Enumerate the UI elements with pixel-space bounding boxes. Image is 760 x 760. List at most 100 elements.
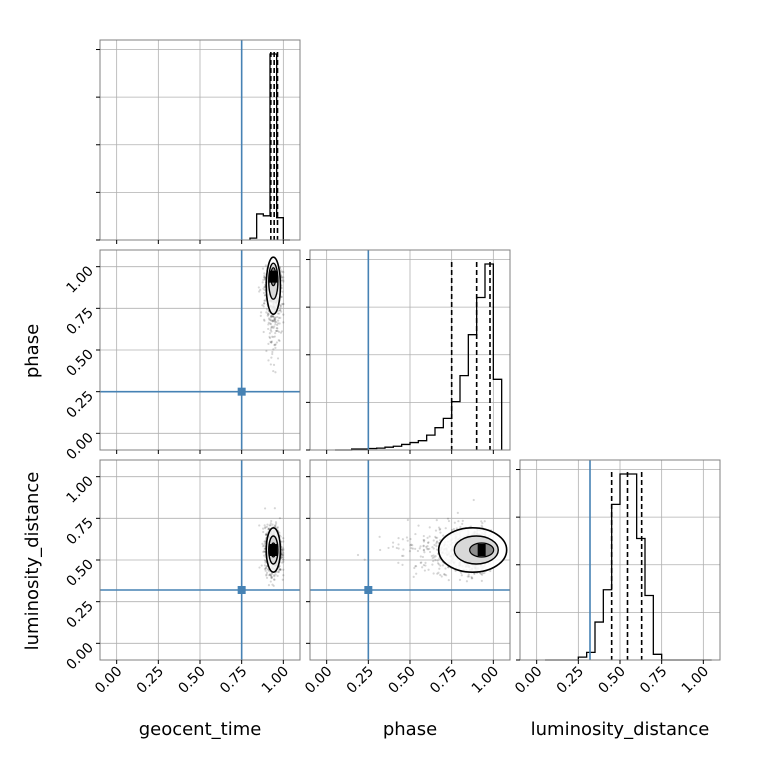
sample-point bbox=[411, 544, 414, 547]
sample-point bbox=[262, 527, 265, 530]
sample-point bbox=[282, 280, 285, 283]
sample-point bbox=[280, 276, 283, 280]
sample-point bbox=[272, 363, 276, 367]
sample-point bbox=[264, 526, 267, 529]
sample-point bbox=[261, 542, 264, 545]
sample-point bbox=[282, 313, 285, 316]
sample-point bbox=[280, 295, 283, 298]
sample-point bbox=[427, 568, 430, 571]
sample-point bbox=[271, 320, 274, 323]
sample-point bbox=[264, 533, 268, 536]
sample-point bbox=[264, 264, 267, 267]
sample-point bbox=[262, 291, 266, 295]
sample-point bbox=[263, 278, 267, 281]
sample-point bbox=[422, 534, 425, 538]
sample-point bbox=[440, 575, 443, 578]
sample-point bbox=[270, 326, 273, 330]
sample-point bbox=[281, 561, 284, 564]
sample-point bbox=[281, 548, 284, 551]
sample-point bbox=[273, 318, 276, 321]
sample-point bbox=[431, 563, 434, 566]
sample-point bbox=[471, 577, 474, 580]
truth-marker bbox=[364, 586, 373, 594]
sample-point bbox=[447, 579, 450, 582]
sample-point bbox=[433, 543, 436, 547]
sample-point bbox=[480, 573, 484, 576]
sample-point bbox=[422, 545, 425, 548]
sample-point bbox=[422, 548, 426, 551]
sample-point bbox=[282, 547, 285, 551]
sample-point bbox=[264, 527, 267, 530]
sample-point bbox=[263, 542, 267, 545]
sample-point bbox=[281, 578, 284, 581]
sample-point bbox=[426, 536, 429, 539]
density-peak bbox=[269, 270, 278, 283]
sample-point bbox=[455, 527, 458, 530]
sample-point bbox=[266, 312, 269, 315]
sample-point bbox=[273, 343, 276, 346]
sample-point bbox=[428, 550, 432, 554]
sample-point bbox=[431, 546, 434, 549]
sample-point bbox=[276, 526, 279, 530]
sample-point bbox=[272, 315, 275, 319]
sample-point bbox=[274, 522, 278, 525]
sample-point bbox=[276, 322, 280, 325]
sample-point bbox=[483, 520, 486, 523]
sample-point bbox=[416, 549, 420, 553]
sample-point bbox=[447, 519, 451, 523]
sample-point bbox=[281, 553, 284, 557]
sample-point bbox=[272, 319, 276, 323]
y-tick-label: 0.00 bbox=[63, 640, 96, 673]
sample-point bbox=[262, 530, 265, 534]
sample-point bbox=[397, 543, 400, 546]
truth-marker bbox=[237, 586, 246, 594]
sample-point bbox=[263, 299, 266, 302]
sample-point bbox=[272, 326, 275, 330]
sample-point bbox=[273, 325, 276, 328]
sample-point bbox=[267, 527, 271, 530]
sample-point bbox=[406, 539, 409, 542]
sample-point bbox=[263, 294, 267, 297]
sample-point bbox=[481, 522, 484, 525]
sample-point bbox=[363, 558, 366, 561]
sample-point bbox=[438, 528, 441, 531]
sample-point bbox=[263, 286, 266, 289]
sample-point bbox=[274, 316, 277, 319]
sample-point bbox=[466, 575, 469, 578]
sample-point bbox=[272, 574, 276, 577]
sample-point bbox=[262, 276, 266, 279]
sample-point bbox=[270, 575, 273, 578]
sample-point bbox=[273, 507, 276, 510]
sample-point bbox=[263, 507, 267, 510]
sample-point bbox=[270, 315, 273, 318]
sample-point bbox=[273, 316, 277, 320]
sample-point bbox=[277, 316, 280, 319]
sample-point bbox=[279, 304, 282, 307]
sample-point bbox=[271, 325, 274, 328]
x-tick-label: 0.50 bbox=[385, 664, 418, 697]
sample-point bbox=[409, 537, 412, 541]
sample-point bbox=[273, 344, 276, 347]
sample-point bbox=[270, 575, 274, 579]
sample-point bbox=[279, 568, 282, 571]
sample-point bbox=[263, 540, 266, 543]
sample-point bbox=[281, 270, 284, 273]
sample-point bbox=[405, 536, 409, 539]
sample-point bbox=[282, 553, 285, 557]
sample-point bbox=[274, 343, 277, 346]
density-peak bbox=[477, 544, 486, 556]
sample-point bbox=[275, 326, 278, 330]
sample-point bbox=[434, 529, 438, 532]
sample-point bbox=[397, 561, 400, 564]
sample-point bbox=[262, 550, 265, 554]
sample-point bbox=[409, 544, 412, 547]
sample-point bbox=[268, 573, 272, 577]
sample-point bbox=[432, 547, 435, 550]
sample-point bbox=[268, 332, 271, 335]
sample-point bbox=[269, 363, 272, 366]
sample-point bbox=[274, 320, 277, 324]
sample-point bbox=[432, 554, 435, 557]
sample-point bbox=[489, 569, 492, 573]
sample-point bbox=[401, 538, 404, 541]
sample-point bbox=[264, 566, 268, 570]
